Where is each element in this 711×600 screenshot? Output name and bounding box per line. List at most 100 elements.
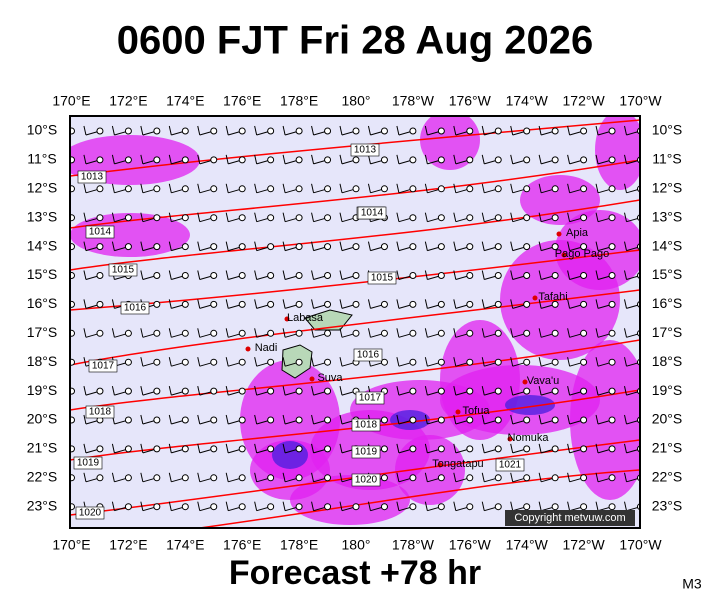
wind-barb: [168, 443, 172, 454]
wind-station: [494, 185, 502, 193]
wind-barb: [254, 385, 258, 396]
wind-station: [238, 329, 246, 337]
wind-barb: [453, 385, 457, 396]
wind-station: [210, 474, 218, 482]
wind-barb: [339, 357, 343, 367]
wind-station: [466, 445, 474, 453]
wind-barb: [595, 385, 599, 396]
wind-station: [70, 445, 75, 453]
wind-station: [523, 243, 531, 251]
wind-barb: [538, 472, 542, 482]
wind-station: [124, 474, 132, 482]
lat-label-left: 14°S: [27, 237, 58, 253]
wind-station: [181, 503, 189, 511]
wind-barb: [367, 125, 371, 136]
wind-station: [238, 156, 246, 164]
wind-station: [580, 243, 588, 251]
wind-barb: [538, 385, 542, 396]
wind-station: [295, 416, 303, 424]
wind-station: [153, 214, 161, 222]
wind-station: [238, 387, 246, 395]
wind-barb: [111, 212, 115, 222]
lat-label-left: 19°S: [27, 382, 58, 398]
wind-station: [380, 185, 388, 193]
lat-label-left: 22°S: [27, 469, 58, 485]
isobar: [70, 339, 640, 411]
wind-station: [523, 358, 531, 366]
wind-barb: [367, 241, 371, 251]
wind-station: [437, 214, 445, 222]
wind-barb: [197, 241, 201, 251]
wind-barb: [595, 501, 599, 511]
wind-barb: [83, 414, 87, 425]
isobar-label: 1017: [359, 393, 382, 404]
map-area: [70, 116, 640, 528]
wind-barb: [424, 212, 428, 222]
wind-station: [466, 300, 474, 308]
precip-area: [395, 435, 465, 505]
wind-station: [551, 474, 559, 482]
wind-barb: [339, 241, 343, 251]
wind-barb: [624, 357, 627, 367]
wind-station: [494, 474, 502, 482]
wind-barb: [225, 241, 229, 251]
wind-barb: [424, 328, 428, 338]
wind-barb: [225, 385, 229, 396]
wind-barb: [424, 443, 428, 454]
wind-barb: [197, 357, 201, 367]
wind-barb: [140, 501, 144, 511]
wind-station: [380, 358, 388, 366]
wind-station: [181, 387, 189, 395]
wind-barb: [311, 443, 315, 454]
wind-station: [523, 272, 531, 279]
wind-station: [295, 156, 303, 164]
isobar-label: 1021: [499, 460, 522, 471]
wind-station: [580, 445, 588, 453]
place-name: Vava'u: [527, 375, 559, 387]
isobar-label-box: [350, 143, 380, 157]
wind-station: [181, 300, 189, 308]
wind-barb: [396, 357, 400, 367]
wind-station: [580, 156, 588, 164]
wind-barb: [396, 183, 400, 193]
wind-station: [580, 416, 588, 424]
wind-barb: [168, 501, 172, 511]
wind-station: [210, 272, 218, 279]
wind-station: [580, 329, 588, 337]
wind-barb: [595, 270, 599, 280]
wind-barb: [282, 270, 286, 280]
lat-label-right: 20°S: [652, 411, 683, 427]
wind-station: [153, 416, 161, 424]
wind-barb: [396, 270, 400, 280]
wind-station: [96, 127, 104, 135]
wind-barb: [83, 299, 87, 309]
wind-barb: [510, 443, 514, 454]
wind-station: [352, 185, 360, 193]
wind-station: [124, 127, 132, 135]
wind-station: [437, 474, 445, 482]
lat-label-right: 14°S: [652, 237, 683, 253]
wind-barb: [83, 357, 87, 367]
wind-station: [238, 185, 246, 193]
wind-barb: [481, 357, 485, 367]
wind-station: [380, 445, 388, 453]
wind-barb: [567, 472, 571, 482]
wind-station: [352, 503, 360, 511]
wind-barb: [424, 154, 428, 165]
wind-station: [494, 214, 502, 222]
wind-station: [494, 329, 502, 337]
wind-barb: [197, 270, 201, 280]
wind-barb: [254, 472, 258, 482]
wind-barb: [140, 212, 144, 222]
map-code: M3: [682, 576, 702, 592]
wind-station: [437, 358, 445, 366]
lat-label-left: 10°S: [27, 122, 58, 138]
place-name: Apia: [566, 227, 589, 239]
wind-station: [551, 243, 559, 251]
isobar-label: 1013: [354, 145, 377, 156]
wind-barb: [83, 154, 87, 165]
isobar-label: 1018: [355, 420, 378, 431]
wind-station: [437, 272, 445, 279]
wind-station: [96, 445, 104, 453]
